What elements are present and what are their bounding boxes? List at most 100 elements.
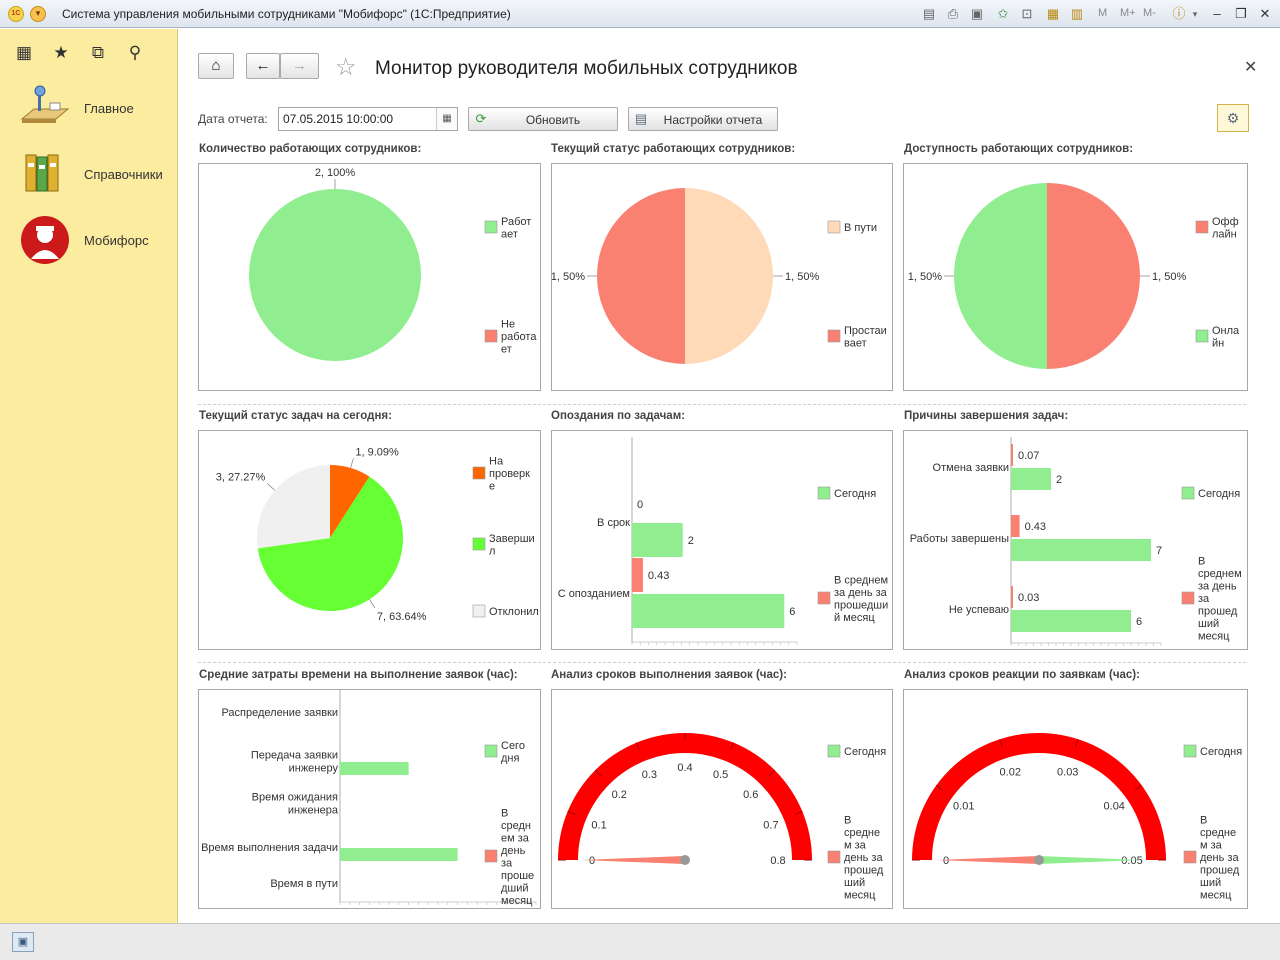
form-settings-button[interactable]: ⚙ <box>1217 104 1249 132</box>
sidebar-item-catalogs[interactable]: Справочники <box>20 149 170 203</box>
legend-label: В пути <box>844 222 877 234</box>
link-icon[interactable]: ⊡ <box>1021 6 1033 21</box>
main-area: ⌂ ← → ☆ Монитор руководителя мобильных с… <box>179 29 1280 923</box>
chart-panel-availability: 1, 50% 1, 50% Офф лайн Онла йн <box>903 163 1248 391</box>
bar-chart-delays: В срок 0 2 С опозданием 0.43 6 Сегодня В средне… <box>558 437 888 645</box>
category-label: инженеру <box>289 763 339 775</box>
bar-data-label: 2 <box>688 535 694 547</box>
pie-leader-line <box>267 483 276 491</box>
bar <box>1011 444 1013 466</box>
legend-swatch <box>484 849 498 863</box>
calendar-picker-icon[interactable]: ▦ <box>436 108 457 130</box>
maximize-button[interactable]: ❐ <box>1235 6 1247 21</box>
panel-title: Текущий статус задач на сегодня: <box>199 410 392 422</box>
gauge-tick-label: 0.05 <box>1121 855 1142 867</box>
legend-label: ает <box>501 228 518 240</box>
legend-label: средне <box>1200 827 1236 839</box>
gauge-tick <box>594 769 602 777</box>
legend-label: за день <box>1198 581 1237 593</box>
window-title: Система управления мобильными сотрудника… <box>62 7 511 21</box>
favorites-star-icon[interactable]: ★ <box>53 43 69 62</box>
legend-label: й месяц <box>834 612 875 624</box>
gauge-arc <box>558 733 812 860</box>
legend-label: за <box>501 857 513 869</box>
sidebar: ▦ ★ ⧉ ⚲ Главное Справочники М <box>0 29 178 923</box>
pie-leader-line <box>369 599 376 608</box>
memory-m-button[interactable]: M <box>1098 7 1108 19</box>
windows-list-icon[interactable]: ▣ <box>12 932 34 952</box>
legend-swatch <box>1195 329 1209 343</box>
panel-title: Причины завершения задач: <box>904 410 1069 422</box>
forward-button[interactable]: → <box>280 53 319 79</box>
legend-swatch <box>484 329 498 343</box>
legend-label: работа <box>501 331 537 343</box>
report-settings-button[interactable]: ▤ Настройки отчета <box>628 107 778 131</box>
legend-label: прошедши <box>834 599 888 611</box>
bar <box>1011 468 1051 490</box>
history-icon[interactable]: ⧉ <box>91 43 105 62</box>
bar-data-label: 7 <box>1156 545 1162 557</box>
legend-label: м за <box>1200 840 1223 852</box>
gauge-tick-label: 0.8 <box>770 855 785 867</box>
home-desk-icon <box>20 85 70 123</box>
panel-title: Средние затраты времени на выполнение за… <box>199 669 518 681</box>
gauge-hub <box>1034 855 1044 865</box>
memory-plus-button[interactable]: M+ <box>1120 7 1136 19</box>
back-button[interactable]: ← <box>246 53 280 79</box>
chart-panel-employees-count: 2, 100% Работ ает Не работа ет <box>198 163 541 391</box>
legend-swatch <box>817 486 831 500</box>
refresh-icon: ⟳ <box>475 111 487 126</box>
legend-label: Простаи <box>844 325 887 337</box>
info-dropdown-icon[interactable]: ▾ <box>1192 9 1198 19</box>
legend-label: Онла <box>1212 325 1240 337</box>
favorites-icon[interactable]: ✩ <box>997 6 1009 21</box>
gauge-tick-label: 0.7 <box>763 819 778 831</box>
bar <box>1011 515 1020 537</box>
pie-data-label: 1, 50% <box>1152 271 1186 283</box>
legend-swatch <box>472 604 486 618</box>
gauge-tick <box>1075 739 1079 747</box>
bar-data-label: 0 <box>637 499 643 511</box>
minimize-button[interactable]: – <box>1213 6 1221 21</box>
main-menu-icon[interactable]: ▾ <box>30 6 46 22</box>
bar <box>1011 586 1013 608</box>
calculator-icon[interactable]: ▦ <box>1046 6 1060 21</box>
save-icon[interactable]: ▤ <box>922 6 936 21</box>
legend-label: е <box>489 481 495 493</box>
sidebar-item-main[interactable]: Главное <box>20 83 170 137</box>
memory-minus-button[interactable]: M- <box>1143 7 1156 19</box>
gauge-chart-execution: 00.10.20.30.40.50.60.70.8СегодняВсреднем… <box>558 733 886 902</box>
pie-data-label: 2, 100% <box>315 167 356 179</box>
category-label: Время в пути <box>270 878 338 890</box>
bar <box>340 848 458 861</box>
pie-data-label: 7, 63.64% <box>377 611 427 623</box>
print-icon[interactable]: ⎙ <box>947 6 959 21</box>
close-window-button[interactable]: ✕ <box>1259 6 1271 21</box>
legend-swatch <box>484 744 498 758</box>
legend-label: В <box>844 815 851 827</box>
legend-label: месяц <box>501 895 533 907</box>
legend-swatch <box>1181 591 1195 605</box>
section-divider <box>198 662 1246 663</box>
legend-label: йн <box>1212 337 1224 349</box>
refresh-button[interactable]: ⟳ Обновить <box>468 107 618 131</box>
favorite-star-icon[interactable]: ☆ <box>335 54 357 81</box>
legend-label: прошед <box>844 865 884 877</box>
home-button[interactable]: ⌂ <box>198 53 234 79</box>
legend-label: прошед <box>1198 606 1238 618</box>
calendar-icon[interactable]: ▥ <box>1070 6 1084 21</box>
preview-icon[interactable]: ▣ <box>970 6 984 21</box>
legend-label: л <box>489 545 495 557</box>
chart-panel-tasks-status: 1, 9.09% 7, 63.64% 3, 27.27% На проверк е Заве… <box>198 430 541 650</box>
gauge-tick-label: 0.03 <box>1057 767 1078 779</box>
info-icon[interactable]: ⓘ <box>1172 6 1186 21</box>
report-date-input[interactable] <box>278 107 458 131</box>
close-form-icon[interactable]: ✕ <box>1244 59 1258 76</box>
sidebar-item-mobiforce[interactable]: Мобифорс <box>20 215 170 269</box>
search-icon[interactable]: ⚲ <box>128 43 142 62</box>
apps-grid-icon[interactable]: ▦ <box>15 43 33 62</box>
legend-label: прошед <box>1200 865 1240 877</box>
home-icon: ⌂ <box>211 57 221 74</box>
bar <box>1011 610 1131 632</box>
